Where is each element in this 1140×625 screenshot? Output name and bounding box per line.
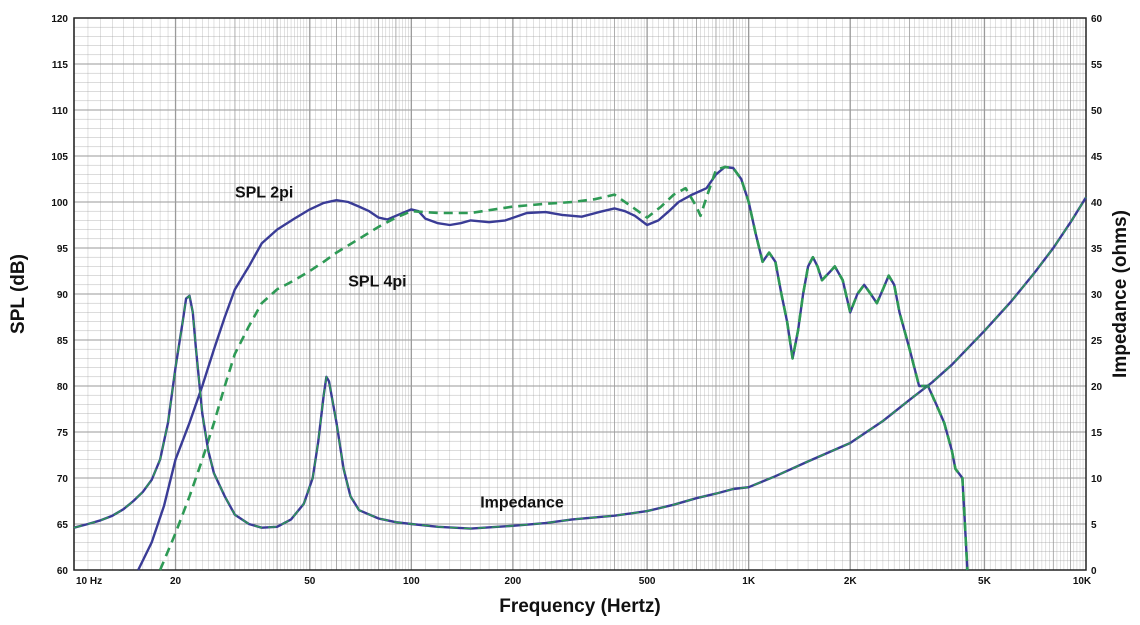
series-layer <box>73 165 1088 571</box>
y-tick-label: 65 <box>57 520 69 531</box>
y2-tick-label: 10 <box>1091 474 1103 485</box>
y-tick-label: 95 <box>57 244 69 255</box>
y2-tick-label: 55 <box>1091 60 1103 71</box>
series-annotation: SPL 2pi <box>235 184 293 201</box>
y2-tick-label: 0 <box>1091 566 1097 577</box>
x-tick-label: 10 Hz <box>76 576 102 587</box>
plot-frame <box>73 17 1087 571</box>
y-tick-label: 90 <box>57 290 69 301</box>
x-tick-label: 20 <box>170 576 182 587</box>
y-axis-title: SPL (dB) <box>8 254 29 334</box>
x-tick-label: 5K <box>978 576 992 587</box>
y2-tick-label: 45 <box>1091 152 1103 163</box>
series-annotation: SPL 4pi <box>348 274 406 291</box>
y-tick-label: 75 <box>57 428 69 439</box>
y-tick-label: 115 <box>52 60 69 71</box>
series-annotation: Impedance <box>480 494 564 511</box>
x-tick-label: 100 <box>403 576 420 587</box>
x-axis-title: Frequency (Hertz) <box>499 596 661 617</box>
y2-tick-label: 60 <box>1091 14 1103 25</box>
y2-tick-label: 35 <box>1091 244 1103 255</box>
x-tick-label: 50 <box>304 576 316 587</box>
y2-tick-label: 25 <box>1091 336 1103 347</box>
series-annotations: SPL 2pi SPL 4pi Impedance <box>235 184 564 511</box>
x-tick-label: 1K <box>742 576 756 587</box>
y-tick-label: 120 <box>51 14 68 25</box>
x-tick-label: 2K <box>844 576 858 587</box>
y2-tick-label: 40 <box>1091 198 1103 209</box>
y-tick-label: 60 <box>57 566 69 577</box>
y-tick-label: 100 <box>51 198 68 209</box>
y-tick-label: 70 <box>57 474 69 485</box>
y2-tick-label: 5 <box>1091 520 1097 531</box>
y2-tick-label: 20 <box>1091 382 1103 393</box>
series-line-impedance-overlay <box>73 197 1087 530</box>
y2-tick-label: 30 <box>1091 290 1103 301</box>
series-line-spl-4pi <box>158 165 969 571</box>
y-tick-label: 105 <box>51 152 68 163</box>
y-tick-label: 110 <box>52 106 69 117</box>
x-tick-label: 200 <box>505 576 522 587</box>
tick-labels: 10 Hz 20 50 100 200 500 1K 2K 5K 10K6065707580859… <box>51 14 1102 587</box>
y-tick-label: 80 <box>57 382 69 393</box>
y2-tick-label: 15 <box>1091 428 1103 439</box>
grid <box>73 17 1086 571</box>
x-tick-label: 500 <box>639 576 656 587</box>
x-tick-label: 10K <box>1073 576 1092 587</box>
y2-axis-title: Impedance (ohms) <box>1110 210 1131 378</box>
series-line-impedance <box>73 196 1088 530</box>
y2-tick-label: 50 <box>1091 106 1103 117</box>
y-tick-label: 85 <box>57 336 69 347</box>
